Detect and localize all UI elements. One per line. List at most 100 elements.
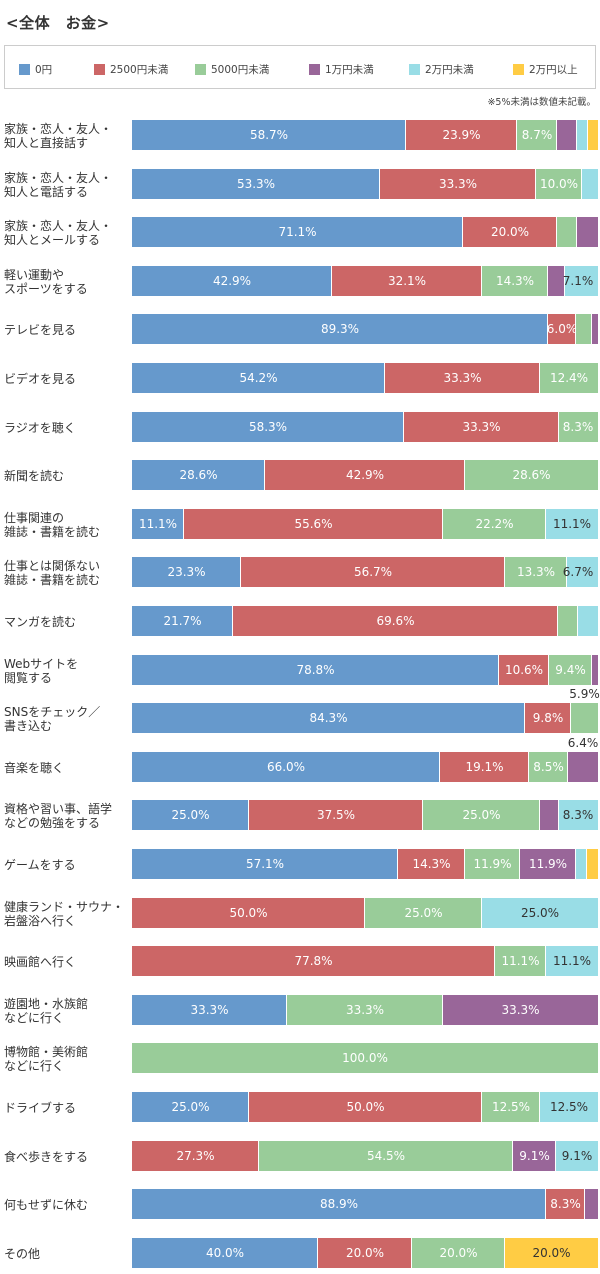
legend-swatch xyxy=(409,63,420,75)
bar-segment xyxy=(132,509,184,539)
bar-segment xyxy=(463,217,557,247)
bar-row: 78.8% 10.6% 9.4% xyxy=(132,655,598,685)
bar-segment xyxy=(132,606,233,636)
bar-segment xyxy=(546,509,598,539)
bar-segment xyxy=(132,1043,598,1073)
data-label: 32.1% xyxy=(387,274,427,288)
legend-item: 2万円以上 xyxy=(513,62,578,76)
bar-segment xyxy=(505,557,567,587)
data-label: 14.3% xyxy=(412,857,451,871)
bar-segment xyxy=(287,995,443,1025)
bar-segment xyxy=(548,266,565,296)
bar-segment xyxy=(540,363,598,393)
data-label: 25.0% xyxy=(520,906,560,920)
data-label: 11.1% xyxy=(501,954,540,968)
bar-segment xyxy=(549,655,592,685)
bar-segment xyxy=(587,849,598,879)
bar-segment xyxy=(592,314,598,344)
data-label: 22.2% xyxy=(475,517,514,531)
data-label: 33.3% xyxy=(438,177,478,191)
data-label: 5.9% xyxy=(569,687,600,701)
legend-swatch xyxy=(309,63,320,75)
bar-row: 58.3% 33.3% 8.3% xyxy=(132,412,598,442)
bar-segment xyxy=(132,460,265,490)
bar-segment xyxy=(582,169,598,199)
data-label: 10.6% xyxy=(504,663,544,677)
row-label: 映画館へ行く xyxy=(4,955,77,969)
data-label: 78.8% xyxy=(296,663,335,677)
bar-segment xyxy=(132,314,548,344)
data-label: 6.7% xyxy=(562,565,594,579)
data-label: 20.0% xyxy=(532,1246,571,1260)
row-label: 博物館・美術館 などに行く xyxy=(4,1045,89,1073)
data-label: 57.1% xyxy=(245,857,285,871)
data-label: 9.1% xyxy=(561,1149,593,1163)
data-label: 7.1% xyxy=(562,274,594,288)
bar-segment xyxy=(132,655,499,685)
row-label: 遊園地・水族館 などに行く xyxy=(4,997,89,1025)
data-label: 21.7% xyxy=(163,614,202,628)
data-label: 54.5% xyxy=(366,1149,406,1163)
data-label: 11.1% xyxy=(552,517,592,531)
legend-swatch xyxy=(94,63,105,75)
bar-segment xyxy=(482,898,598,928)
bar-segment xyxy=(380,169,536,199)
bar-row: 100.0% xyxy=(132,1043,598,1073)
data-label: 84.3% xyxy=(309,711,348,725)
legend-item: 5000円未満 xyxy=(195,62,269,76)
bar-row: 88.9% 8.3% xyxy=(132,1189,598,1219)
bar-segment xyxy=(132,995,287,1025)
bar-segment xyxy=(565,266,598,296)
bar-row: 66.0% 19.1% 8.5% 6.4% xyxy=(132,736,598,782)
row-label: 仕事とは関係ない 雑誌・書籍を読む xyxy=(4,559,101,587)
data-label: 20.0% xyxy=(490,225,530,239)
row-label: 家族・恋人・友人・ 知人と直接話す xyxy=(4,122,113,150)
data-label: 27.3% xyxy=(176,1149,215,1163)
data-label: 33.3% xyxy=(462,420,501,434)
data-label: 8.3% xyxy=(562,420,594,434)
data-label: 9.4% xyxy=(555,663,586,677)
bar-segment xyxy=(241,557,505,587)
bar-segment xyxy=(558,606,578,636)
bar-segment xyxy=(465,460,598,490)
bar-segment xyxy=(184,509,443,539)
data-label: 9.8% xyxy=(532,711,564,725)
bar-row: 23.3% 56.7% 13.3% 6.7% xyxy=(132,557,598,587)
bar-segment xyxy=(557,217,577,247)
bar-segment xyxy=(132,1189,546,1219)
bar-segment xyxy=(576,849,587,879)
bar-segment xyxy=(571,703,598,733)
bar-row: 84.3% 9.8% 5.9% xyxy=(132,687,600,733)
bar-row: 25.0% 50.0% 12.5% 12.5% xyxy=(132,1092,598,1122)
bar-segment xyxy=(559,412,598,442)
bar-segment xyxy=(525,703,571,733)
bar-segment xyxy=(499,655,549,685)
data-label: 8.7% xyxy=(521,128,553,142)
bar-segment xyxy=(412,1238,505,1268)
data-label: 6.4% xyxy=(567,736,599,750)
legend-swatch xyxy=(19,63,30,75)
data-label: 33.3% xyxy=(501,1003,540,1017)
bar-segment xyxy=(585,1189,598,1219)
legend-label: 2万円以上 xyxy=(529,63,578,76)
bar-row: 21.7% 69.6% xyxy=(132,606,598,636)
data-label: 11.1% xyxy=(552,954,592,968)
bar-row: 89.3% 6.0% xyxy=(132,314,598,344)
data-label: 10.0% xyxy=(539,177,579,191)
bar-segment xyxy=(398,849,465,879)
legend-label: 0円 xyxy=(35,63,53,76)
data-label: 28.6% xyxy=(512,468,551,482)
data-label: 20.0% xyxy=(345,1246,385,1260)
row-label: テレビを見る xyxy=(4,323,77,337)
bar-segment xyxy=(249,1092,482,1122)
data-label: 12.5% xyxy=(491,1100,531,1114)
row-label: ビデオを見る xyxy=(4,372,77,386)
data-label: 11.1% xyxy=(138,517,178,531)
data-label: 8.3% xyxy=(550,1197,581,1211)
bar-segment xyxy=(318,1238,412,1268)
bar-segment xyxy=(132,1141,259,1171)
data-label: 42.9% xyxy=(345,468,385,482)
bar-segment xyxy=(517,120,557,150)
bar-row: 50.0% 25.0% 25.0% xyxy=(132,898,598,928)
row-label: 家族・恋人・友人・ 知人と電話する xyxy=(4,171,113,199)
